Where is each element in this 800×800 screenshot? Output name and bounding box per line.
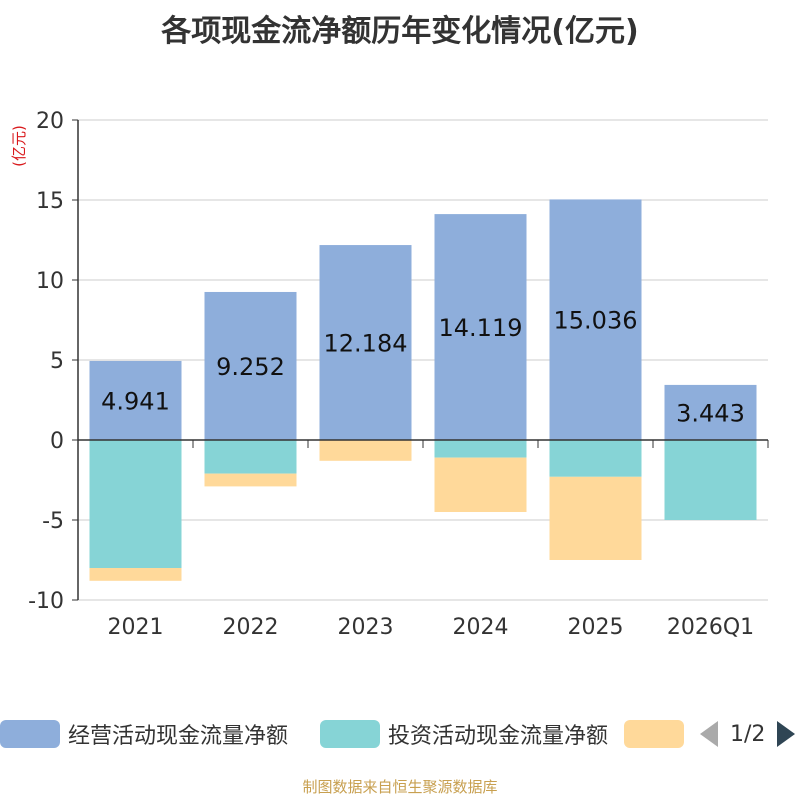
bar-series2: [319, 440, 412, 461]
legend-page-indicator: 1/2: [730, 721, 766, 747]
chart-title: 各项现金流净额历年变化情况(亿元): [161, 14, 639, 49]
legend-pager: 1/2: [700, 716, 796, 752]
y-tick-label: 20: [36, 109, 64, 134]
legend-swatch-investing: [320, 720, 380, 748]
y-tick-label: 5: [50, 349, 64, 374]
legend-next-page-icon[interactable]: [777, 721, 796, 747]
y-tick-label: -5: [42, 509, 64, 534]
legend-swatch-operating: [0, 720, 60, 748]
bar-series0: [204, 291, 297, 440]
bar-series0: [434, 214, 527, 440]
data-label: 12.184: [324, 330, 408, 358]
bar-series0: [549, 199, 642, 440]
legend-item-investing[interactable]: 投资活动现金流量净额: [320, 716, 608, 752]
x-tick-label: 2021: [108, 615, 164, 640]
source-note: 制图数据来自恒生聚源数据库: [302, 778, 498, 796]
bar-series1: [549, 440, 642, 477]
bar-series1: [204, 440, 297, 474]
x-tick-label: 2026Q1: [667, 615, 754, 640]
y-tick-label: 0: [50, 429, 64, 454]
y-axis-label: (亿元): [10, 125, 28, 167]
legend-label-operating: 经营活动现金流量净额: [68, 724, 289, 749]
data-label: 4.941: [101, 387, 170, 415]
x-tick-label: 2024: [453, 615, 509, 640]
bar-series1: [434, 440, 527, 458]
legend-prev-page-icon[interactable]: [700, 721, 718, 747]
legend-swatch-financing: [624, 720, 684, 748]
y-tick-label: 15: [36, 189, 64, 214]
data-label: 14.119: [439, 314, 523, 342]
x-tick-label: 2025: [568, 615, 624, 640]
legend-label-investing: 投资活动现金流量净额: [388, 724, 609, 749]
bar-series2: [89, 568, 182, 581]
legend: 经营活动现金流量净额 投资活动现金流量净额: [0, 716, 800, 752]
data-label: 15.036: [554, 307, 638, 335]
data-label: 3.443: [676, 399, 745, 427]
bar-series1: [89, 440, 182, 568]
bar-series2: [204, 473, 297, 487]
y-tick-label: 10: [36, 269, 64, 294]
bar-series0: [89, 360, 182, 440]
data-label: 9.252: [216, 353, 285, 381]
x-tick-label: 2023: [338, 615, 394, 640]
x-tick-label: 2022: [223, 615, 279, 640]
legend-item-financing[interactable]: [624, 716, 684, 752]
bar-series0: [664, 384, 757, 440]
bar-series2: [434, 457, 527, 512]
bar-series1: [664, 440, 757, 520]
y-tick-label: -10: [28, 589, 64, 614]
bar-series0: [319, 245, 412, 440]
bar-series2: [549, 476, 642, 560]
legend-item-operating[interactable]: 经营活动现金流量净额: [0, 716, 288, 752]
